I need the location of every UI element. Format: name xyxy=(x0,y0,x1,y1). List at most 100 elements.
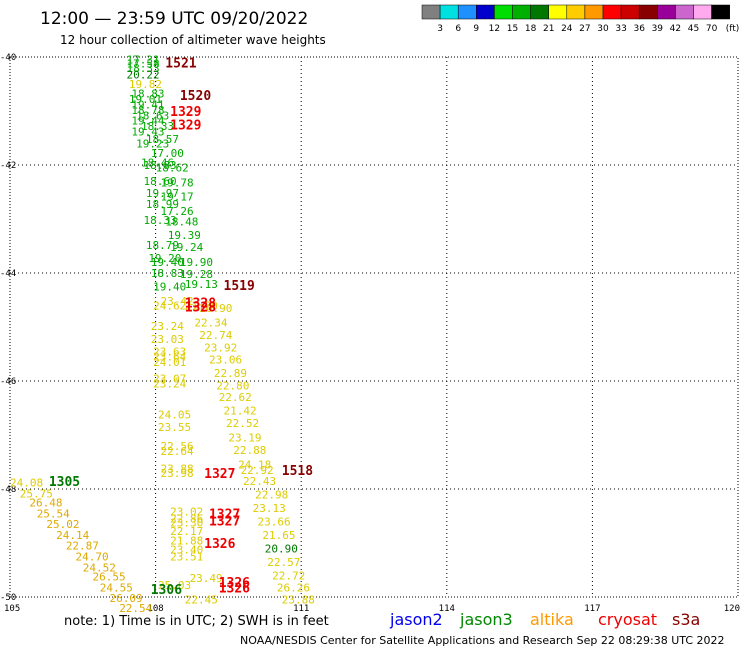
swh-value: 22.45 xyxy=(185,594,218,607)
colorbar-swatch xyxy=(675,4,694,20)
swh-value: 17.26 xyxy=(160,205,193,218)
swh-value: 17.31 xyxy=(126,54,159,67)
colorbar-label: 18 xyxy=(525,24,537,34)
swh-value: 18.33 xyxy=(126,62,159,75)
swh-value: 19.20 xyxy=(148,252,181,265)
plot-frame xyxy=(9,56,739,598)
swh-value: 25.02 xyxy=(46,518,79,531)
colorbar-swatch xyxy=(494,4,513,20)
swh-value: 22.86 xyxy=(170,513,203,526)
pass-time-label: 1306 xyxy=(151,583,182,598)
colorbar-label: 33 xyxy=(615,24,626,34)
satellite-legend: jason2 jason3 altika cryosat s3a xyxy=(389,610,700,629)
footer-note: note: 1) Time is in UTC; 2) SWH is in fe… xyxy=(64,614,329,629)
swh-value: 23.88 xyxy=(160,462,193,475)
swh-value: 23.98 xyxy=(160,467,193,480)
colorbar-swatch xyxy=(530,4,549,20)
swh-value: 21.20 xyxy=(185,299,218,312)
colorbar-label: 45 xyxy=(688,24,699,34)
swh-value: 26.09 xyxy=(109,592,142,605)
pass-time-label: 1518 xyxy=(282,464,313,479)
swh-value: 22.64 xyxy=(160,445,193,458)
colorbar-swatch xyxy=(602,4,622,20)
swh-value: 22.98 xyxy=(255,488,288,501)
y-tick-label: -40 xyxy=(0,53,16,63)
pass-time-label: 1328 xyxy=(185,297,216,312)
pass-time-label: 1327 xyxy=(204,467,235,482)
swh-value: 20.22 xyxy=(126,68,159,81)
y-tick-label: -50 xyxy=(0,593,16,603)
colorbar-label: 21 xyxy=(543,24,554,34)
swh-value: 19.90 xyxy=(180,256,213,269)
swh-value: 22.80 xyxy=(216,379,249,392)
swh-value: 22.88 xyxy=(233,444,266,457)
swh-value: 17.00 xyxy=(151,147,184,160)
colorbar-swatch xyxy=(421,4,441,20)
swh-value: 23.24 xyxy=(153,378,186,391)
satellite-legend-item: jason2 xyxy=(389,610,443,629)
swh-value: 18.63 xyxy=(136,109,169,122)
swh-value: 26.26 xyxy=(277,581,310,594)
swh-value: 25.03 xyxy=(158,579,191,592)
swh-value: 18.83 xyxy=(143,159,176,172)
swh-value: 19.28 xyxy=(180,268,213,281)
swh-value: 19.40 xyxy=(153,281,186,294)
swh-value: 23.63 xyxy=(153,345,186,358)
x-tick-label: 105 xyxy=(4,604,20,614)
colorbar-label: 27 xyxy=(579,24,590,34)
swh-value: 24.08 xyxy=(10,477,43,490)
swh-value: 25.75 xyxy=(20,487,53,500)
swh-value: 23.42 xyxy=(160,295,193,308)
swh-value: 22.17 xyxy=(170,525,203,538)
swh-value: 22.54 xyxy=(119,602,152,615)
pass-time-label: 1327 xyxy=(209,507,240,522)
swh-value: 21.42 xyxy=(224,405,257,418)
swh-value: 19.17 xyxy=(160,190,193,203)
swh-value: 24.18 xyxy=(238,459,271,472)
colorbar-unit: (ft) xyxy=(726,24,740,34)
colorbar-swatch xyxy=(711,4,730,20)
swh-value: 24.70 xyxy=(76,551,109,564)
swh-value: 19.44 xyxy=(131,115,164,128)
colorbar-label: 12 xyxy=(489,24,500,34)
colorbar-swatch xyxy=(548,4,568,20)
axis-tick-labels: 105 108 111 114 117 120 -40 -42 -44 -46 -48 -50 xyxy=(0,53,740,614)
swh-value: 22.52 xyxy=(226,417,259,430)
x-tick-label: 114 xyxy=(439,604,455,614)
swh-value: 19.78 xyxy=(160,176,193,189)
swh-value: 18.83 xyxy=(151,267,184,280)
colorbar-swatch xyxy=(638,4,658,20)
swh-value: 23.40 xyxy=(170,543,203,556)
swh-value: 19.39 xyxy=(168,229,201,242)
swh-value: 22.87 xyxy=(66,540,99,553)
swh-value: 24.52 xyxy=(83,561,116,574)
swh-value: 22.57 xyxy=(267,556,300,569)
swh-value: 19.40 xyxy=(151,256,184,269)
colorbar-label: 30 xyxy=(597,24,609,34)
colorbar-swatch xyxy=(693,4,712,20)
pass-time-label: 1326 xyxy=(219,581,250,596)
colorbar-label: 42 xyxy=(670,24,681,34)
swh-value: 21.88 xyxy=(170,534,203,547)
swh-value: 26.55 xyxy=(93,570,126,583)
colorbar-legend: 3 6 9 12 15 18 21 24 27 30 33 36 39 42 45 70 (ft) xyxy=(421,4,740,34)
grid-lines xyxy=(10,57,738,597)
swh-value: 18.60 xyxy=(143,175,176,188)
satellite-legend-item: jason3 xyxy=(459,610,513,629)
swh-value: 18.78 xyxy=(131,104,164,117)
colorbar-label: 6 xyxy=(455,24,461,34)
satellite-legend-item: altika xyxy=(530,610,574,629)
swh-value: 20.90 xyxy=(265,542,298,555)
pass-time-label: 1329 xyxy=(170,105,201,120)
satellite-legend-item: cryosat xyxy=(598,610,657,629)
footer-credit: NOAA/NESDIS Center for Satellite Applica… xyxy=(240,634,725,647)
colorbar-swatch xyxy=(620,4,640,20)
swh-value: 18.83 xyxy=(131,88,164,101)
swh-value: 26.48 xyxy=(29,497,62,510)
swh-value: 22.56 xyxy=(160,440,193,453)
swh-value: 18.99 xyxy=(146,198,179,211)
swh-value: 24.05 xyxy=(158,408,191,421)
swh-value: 24.01 xyxy=(153,356,186,369)
chart-title: 12:00 — 23:59 UTC 09/20/2022 xyxy=(40,9,308,29)
